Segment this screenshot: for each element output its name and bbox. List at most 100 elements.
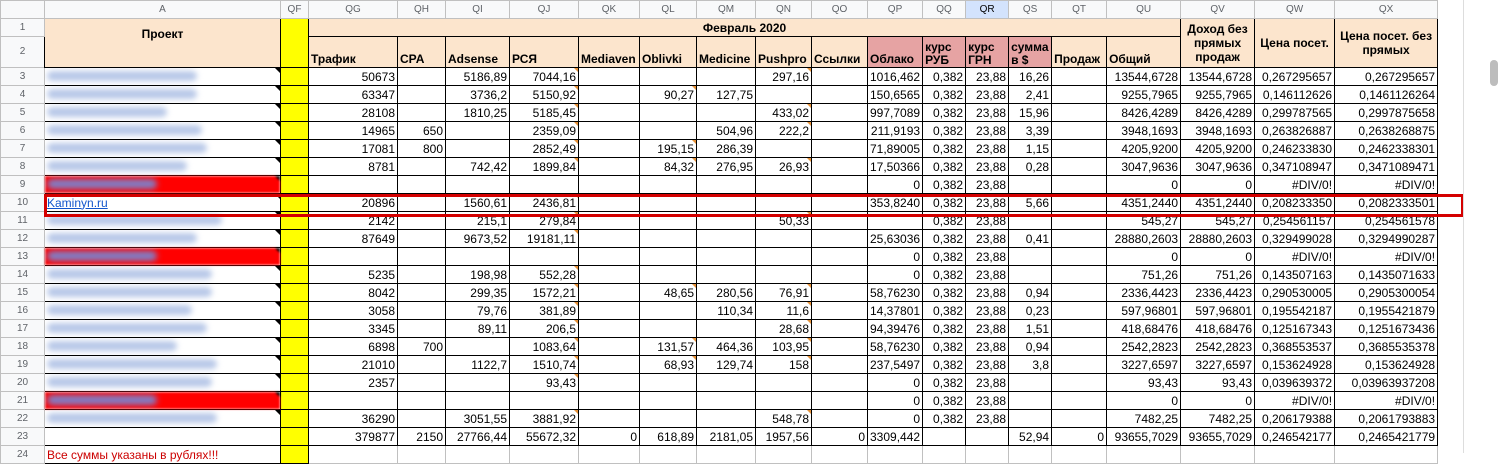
data-cell[interactable] — [509, 247, 579, 266]
data-cell[interactable]: 1810,25 — [445, 103, 510, 122]
data-cell[interactable] — [755, 247, 812, 266]
column-header-qk[interactable]: QK — [578, 0, 640, 19]
data-cell[interactable]: 751,26 — [1180, 265, 1256, 284]
data-cell[interactable]: 36290 — [308, 409, 398, 428]
data-cell[interactable]: 3881,92 — [509, 409, 579, 428]
column-header-qm[interactable]: QM — [696, 0, 756, 19]
project-cell[interactable] — [44, 319, 281, 338]
data-cell[interactable]: 4205,9200 — [1180, 139, 1256, 158]
data-cell[interactable] — [1051, 175, 1108, 194]
data-cell[interactable] — [308, 247, 398, 266]
column-header-qp[interactable]: QP — [866, 0, 924, 19]
data-cell[interactable]: 0,2082333501 — [1334, 193, 1439, 212]
project-link[interactable]: Kaminyn.ru — [47, 195, 108, 210]
data-cell[interactable] — [1051, 211, 1108, 230]
data-cell[interactable]: 0,125167343 — [1254, 319, 1336, 338]
project-cell[interactable] — [44, 67, 281, 86]
data-cell[interactable] — [578, 265, 640, 284]
data-cell[interactable] — [1051, 301, 1108, 320]
data-cell[interactable] — [445, 139, 510, 158]
data-cell[interactable]: 0,153624928 — [1254, 355, 1336, 374]
data-cell[interactable] — [1051, 355, 1108, 374]
data-cell[interactable]: 20896 — [308, 193, 398, 212]
data-cell[interactable]: 7482,25 — [1106, 409, 1182, 428]
data-cell[interactable]: 0,1461126264 — [1334, 85, 1439, 104]
data-cell[interactable] — [445, 121, 510, 140]
data-cell[interactable]: 3736,2 — [445, 85, 510, 104]
data-cell[interactable]: 8042 — [308, 283, 398, 302]
project-cell[interactable] — [44, 211, 281, 230]
data-cell[interactable]: 5186,89 — [445, 67, 510, 86]
data-cell[interactable] — [445, 175, 510, 194]
data-cell[interactable] — [696, 319, 756, 338]
data-cell[interactable] — [639, 265, 697, 284]
data-cell[interactable]: 1572,21 — [509, 283, 579, 302]
column-header-ql[interactable]: QL — [639, 0, 697, 19]
data-cell[interactable]: 2150 — [397, 427, 446, 446]
data-cell[interactable]: 3,8 — [1008, 355, 1053, 374]
data-cell[interactable]: 2359,09 — [509, 121, 579, 140]
row-number[interactable]: 17 — [0, 319, 45, 338]
data-cell[interactable]: 381,89 — [509, 301, 579, 320]
vertical-scrollbar[interactable] — [1490, 60, 1498, 86]
data-cell[interactable]: 1957,56 — [755, 427, 812, 446]
data-cell[interactable]: #DIV/0! — [1334, 175, 1439, 194]
data-cell[interactable]: 0,206179388 — [1254, 409, 1336, 428]
data-cell[interactable]: 0,382 — [922, 85, 967, 104]
row-number[interactable]: 20 — [0, 373, 45, 392]
row-number[interactable]: 22 — [0, 409, 45, 428]
data-cell[interactable]: 93655,7029 — [1106, 427, 1182, 446]
data-cell[interactable] — [578, 283, 640, 302]
data-cell[interactable]: 58,76230 — [866, 283, 924, 302]
data-cell[interactable] — [639, 175, 697, 194]
data-cell[interactable]: 0 — [866, 409, 924, 428]
data-cell[interactable]: #DIV/0! — [1254, 391, 1336, 410]
data-cell[interactable]: 650 — [397, 121, 446, 140]
data-cell[interactable] — [811, 193, 868, 212]
project-cell[interactable] — [44, 409, 281, 428]
data-cell[interactable]: 0 — [1180, 391, 1256, 410]
data-cell[interactable]: 0,2638268875 — [1334, 121, 1439, 140]
data-cell[interactable] — [639, 67, 697, 86]
data-cell[interactable]: 0,382 — [922, 283, 967, 302]
data-cell[interactable] — [397, 229, 446, 248]
data-cell[interactable] — [696, 247, 756, 266]
data-cell[interactable] — [696, 103, 756, 122]
data-cell[interactable] — [578, 85, 640, 104]
data-cell[interactable]: 3345 — [308, 319, 398, 338]
project-cell[interactable] — [44, 373, 281, 392]
column-header-qi[interactable]: QI — [445, 0, 510, 19]
data-cell[interactable] — [922, 427, 967, 446]
data-cell[interactable]: #DIV/0! — [1334, 391, 1439, 410]
row-number[interactable]: 10 — [0, 193, 45, 212]
data-cell[interactable]: 2852,49 — [509, 139, 579, 158]
data-cell[interactable]: 68,93 — [639, 355, 697, 374]
data-cell[interactable] — [397, 265, 446, 284]
project-cell[interactable] — [44, 121, 281, 140]
empty-cell[interactable] — [965, 445, 1010, 464]
data-cell[interactable]: 23,88 — [965, 247, 1010, 266]
data-cell[interactable] — [639, 319, 697, 338]
empty-cell[interactable] — [397, 445, 446, 464]
project-cell[interactable] — [44, 247, 281, 266]
data-cell[interactable] — [811, 157, 868, 176]
data-cell[interactable]: 0,195542187 — [1254, 301, 1336, 320]
data-cell[interactable] — [578, 373, 640, 392]
data-cell[interactable]: 23,88 — [965, 409, 1010, 428]
data-cell[interactable]: 9255,7965 — [1106, 85, 1182, 104]
data-cell[interactable]: 552,28 — [509, 265, 579, 284]
column-header-qs[interactable]: QS — [1008, 0, 1053, 19]
data-cell[interactable]: 23,88 — [965, 265, 1010, 284]
data-cell[interactable]: 618,89 — [639, 427, 697, 446]
column-header-qn[interactable]: QN — [755, 0, 812, 19]
data-cell[interactable]: 0,382 — [922, 121, 967, 140]
data-cell[interactable]: 23,88 — [965, 103, 1010, 122]
empty-cell[interactable] — [639, 445, 697, 464]
data-cell[interactable] — [1051, 265, 1108, 284]
data-cell[interactable]: 545,27 — [1180, 211, 1256, 230]
data-cell[interactable] — [397, 157, 446, 176]
data-cell[interactable]: 58,76230 — [866, 337, 924, 356]
data-cell[interactable] — [1051, 67, 1108, 86]
data-cell[interactable] — [696, 265, 756, 284]
data-cell[interactable]: 3309,442 — [866, 427, 924, 446]
